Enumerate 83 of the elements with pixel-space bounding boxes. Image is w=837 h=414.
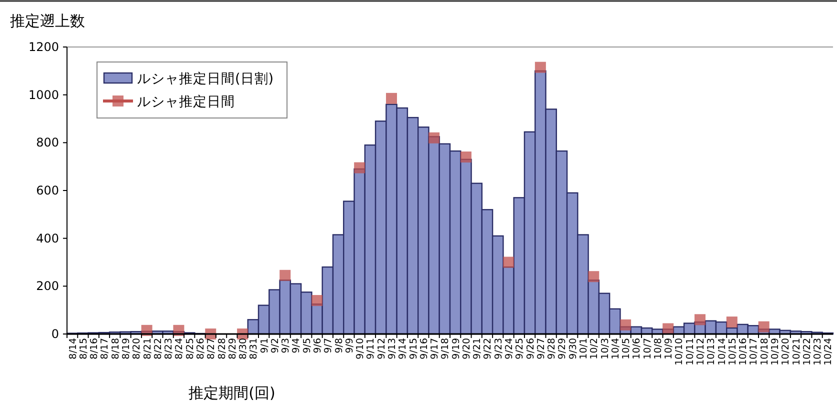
x-tick-label: 8/15	[78, 338, 90, 360]
x-tick-label: 10/4	[610, 338, 622, 360]
x-tick-label: 9/24	[504, 338, 516, 360]
x-tick-label: 8/23	[164, 338, 175, 360]
x-tick-label: 9/19	[450, 338, 462, 360]
x-tick-label: 10/13	[706, 338, 718, 366]
x-tick-label: 10/5	[621, 338, 632, 360]
x-tick-label: 10/14	[716, 338, 728, 366]
x-tick-label: 8/19	[121, 338, 132, 360]
x-tick-label: 10/1	[578, 338, 590, 360]
x-tick-label: 10/19	[770, 338, 781, 366]
x-tick-label: 9/5	[302, 338, 313, 354]
x-tick-label: 10/17	[748, 338, 760, 366]
x-tick-label: 8/24	[174, 338, 186, 360]
x-tick-label: 10/18	[759, 338, 770, 366]
legend-label: ルシャ推定日間(日割)	[137, 71, 274, 87]
x-tick-label: 10/8	[652, 338, 664, 360]
x-tick-label: 8/20	[132, 338, 143, 360]
y-tick-label: 1200	[28, 40, 59, 54]
y-axis-title: 推定遡上数	[10, 12, 85, 30]
x-tick-label: 10/21	[791, 338, 802, 366]
x-tick-label: 8/21	[142, 338, 154, 360]
x-tick-label: 8/28	[216, 338, 228, 360]
x-tick-label: 9/3	[280, 338, 292, 354]
x-tick-label: 9/14	[398, 338, 409, 360]
x-tick-label: 8/31	[248, 338, 260, 360]
x-tick-label: 8/14	[68, 338, 79, 360]
x-tick-label: 10/23	[812, 338, 824, 366]
x-tick-label: 9/27	[536, 338, 547, 360]
x-tick-label: 10/22	[802, 338, 813, 366]
x-tick-label: 10/24	[823, 338, 834, 366]
x-tick-label: 9/1	[259, 338, 270, 354]
x-axis-title: 推定期間(回)	[188, 384, 276, 402]
x-tick-label: 9/10	[355, 338, 366, 360]
x-tick-label: 9/18	[440, 338, 452, 360]
x-tick-label: 8/17	[100, 338, 111, 360]
x-tick-label: 10/2	[589, 338, 600, 360]
y-tick-label: 400	[36, 231, 59, 246]
x-tick-label: 9/28	[546, 338, 558, 360]
x-tick-label: 8/26	[195, 338, 206, 360]
x-tick-label: 9/16	[418, 338, 430, 360]
y-tick-label: 0	[51, 327, 59, 341]
x-tick-label: 8/25	[184, 338, 196, 360]
legend-label: ルシャ推定日間	[137, 94, 235, 110]
x-tick-label: 8/22	[152, 338, 164, 360]
x-tick-label: 9/8	[334, 338, 345, 354]
y-tick-label: 800	[36, 136, 59, 150]
x-tick-label: 9/21	[472, 338, 484, 360]
x-tick-label: 9/9	[344, 338, 356, 354]
x-tick-label: 9/17	[430, 338, 441, 360]
x-tick-label: 10/9	[664, 338, 675, 360]
x-tick-label: 9/30	[568, 338, 579, 360]
x-tick-label: 10/20	[780, 338, 792, 366]
x-tick-label: 9/4	[291, 338, 302, 354]
x-tick-label: 9/29	[557, 338, 568, 360]
x-tick-label: 9/6	[312, 338, 324, 354]
x-tick-label: 10/10	[674, 338, 686, 366]
x-tick-label: 9/23	[493, 338, 504, 360]
x-tick-label: 9/22	[482, 338, 494, 360]
x-tick-label: 8/27	[206, 338, 218, 360]
x-tick-label: 9/7	[323, 338, 334, 354]
x-tick-label: 10/3	[600, 338, 611, 360]
x-tick-label: 10/6	[632, 338, 643, 360]
x-tick-label: 8/30	[238, 338, 250, 360]
x-tick-label: 9/25	[514, 338, 526, 360]
x-tick-label: 10/16	[738, 338, 750, 366]
y-tick-label: 600	[36, 184, 59, 198]
x-tick-label: 9/2	[270, 338, 281, 354]
x-tick-label: 9/11	[366, 338, 377, 360]
x-tick-label: 10/7	[642, 338, 654, 360]
x-tick-label: 8/18	[110, 338, 122, 360]
y-tick-label: 200	[36, 279, 59, 294]
x-tick-label: 9/13	[386, 338, 398, 360]
x-tick-label: 10/15	[727, 338, 738, 366]
x-tick-label: 9/20	[461, 338, 472, 360]
x-tick-label: 9/12	[376, 338, 388, 360]
y-tick-label: 1000	[28, 88, 59, 102]
x-tick-label: 10/12	[696, 338, 707, 366]
x-tick-label: 8/29	[227, 338, 238, 360]
x-tick-label: 8/16	[89, 338, 100, 360]
x-tick-label: 10/11	[684, 338, 696, 366]
x-tick-label: 9/26	[525, 338, 536, 360]
x-tick-label: 9/15	[408, 338, 420, 360]
